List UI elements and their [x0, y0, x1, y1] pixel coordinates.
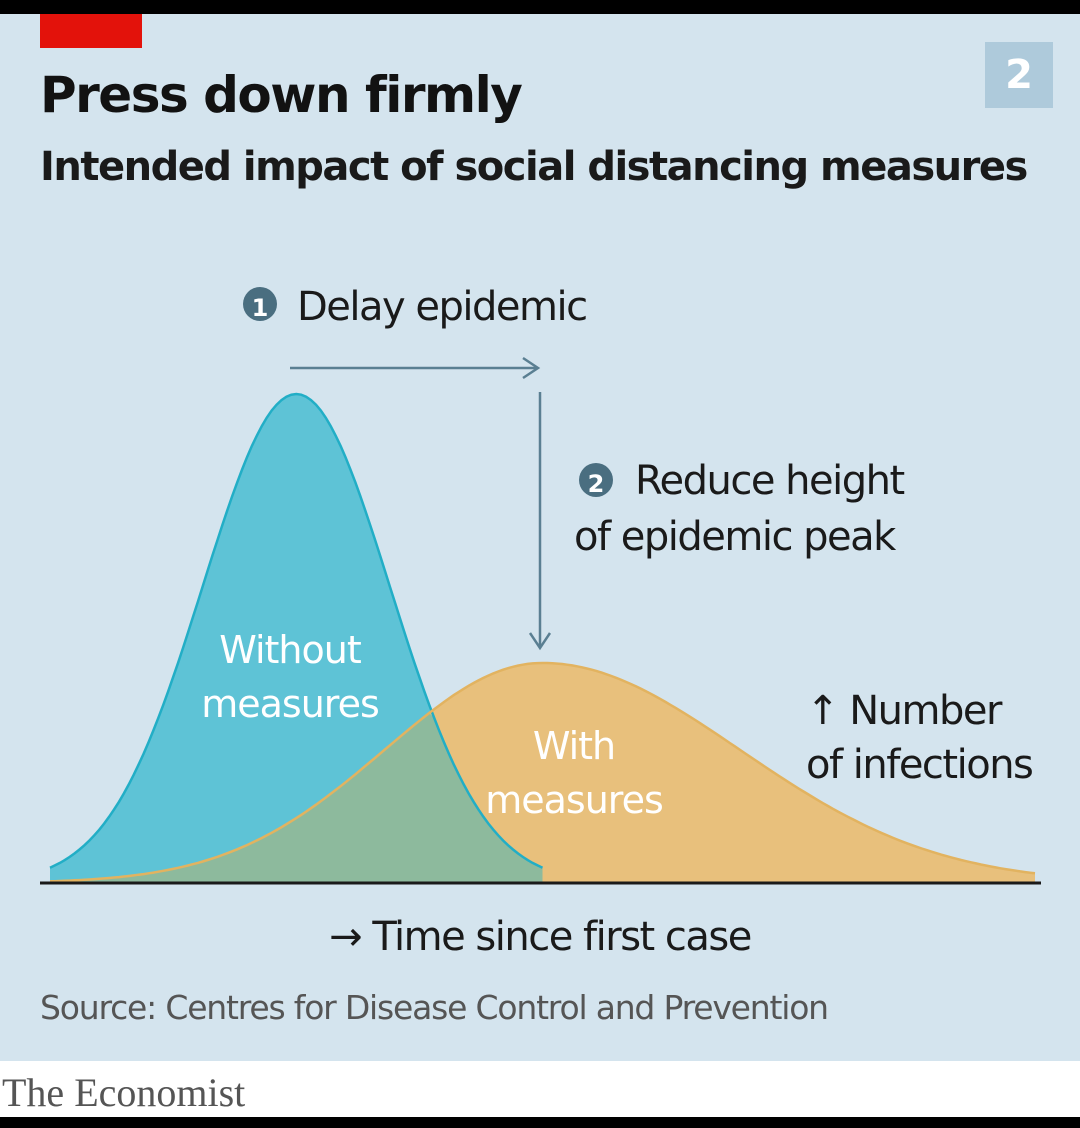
annotation-1-number: 1: [252, 294, 269, 322]
series-without-label-line2: measures: [201, 682, 379, 726]
bottom-black-bar: [0, 1117, 1080, 1128]
outline-with-measures: [49, 661, 1036, 883]
chart-title: Press down firmly: [40, 66, 523, 124]
chart-panel: 2 Press down firmly Intended impact of s…: [0, 14, 1080, 1061]
chart-subtitle: Intended impact of social distancing mea…: [40, 144, 1028, 190]
annotation-delay: 1 Delay epidemic: [243, 284, 588, 380]
x-axis-label: → Time since first case: [329, 914, 751, 960]
annotation-1-text: Delay epidemic: [297, 284, 587, 330]
brand-wordmark: The Economist: [2, 1070, 246, 1115]
top-black-bar: [0, 0, 1080, 14]
area-overlap: [50, 713, 543, 883]
series-with-label-line2: measures: [485, 778, 663, 822]
reduce-arrow-head: [528, 632, 552, 651]
delay-arrow-head: [522, 356, 541, 380]
y-axis-label-line2: of infections: [806, 742, 1032, 788]
chart-number-badge: 2: [985, 42, 1053, 108]
series-without-label-line1: Without: [219, 628, 361, 672]
series-with-label-line1: With: [533, 724, 615, 768]
epidemic-curve-chart: 1 Delay epidemic 2 Reduce height of epid…: [40, 284, 1041, 960]
annotation-reduce: 2 Reduce height of epidemic peak: [528, 392, 906, 651]
annotation-2-number: 2: [588, 470, 605, 498]
source-note: Source: Centres for Disease Control and …: [40, 988, 829, 1027]
footer-bar: The Economist: [0, 1061, 1080, 1117]
outline-without-measures: [49, 392, 544, 869]
annotation-2-marker: [579, 463, 613, 497]
y-axis-label-line1: ↑ Number: [806, 688, 1003, 734]
red-tag: [40, 14, 142, 48]
annotation-1-marker: [243, 287, 277, 321]
annotation-2-text-line1: Reduce height: [635, 458, 904, 504]
annotation-2-text-line2: of epidemic peak: [574, 514, 897, 560]
